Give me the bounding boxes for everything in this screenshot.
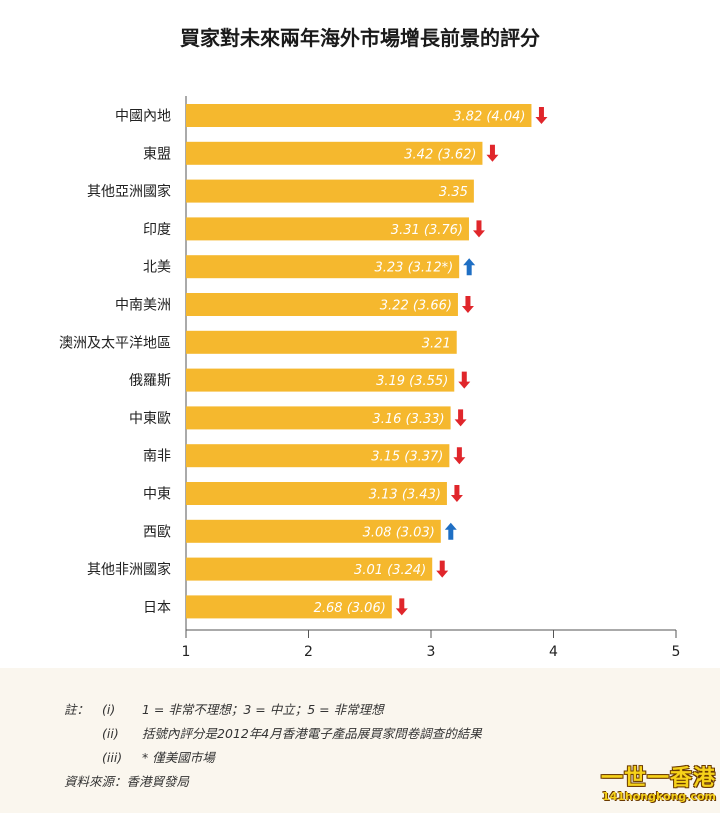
bar-row-4 [186, 217, 469, 241]
category-label-row-2: 東盟 [143, 146, 171, 162]
down-arrow-icon-row-14 [395, 598, 408, 616]
data-label-row-10: 3.15 (3.37) [371, 450, 443, 465]
category-label-row-10: 南非 [143, 449, 171, 465]
data-label-row-2: 3.42 (3.62) [404, 147, 476, 162]
down-arrow-icon-row-4 [472, 220, 485, 238]
x-tick-label-5: 5 [672, 644, 681, 660]
data-label-row-13: 3.01 (3.24) [354, 563, 426, 578]
note-text-2: 括號內評分是2012年4月香港電子產品展買家問卷調查的結果 [142, 726, 482, 741]
bar-row-3 [186, 179, 474, 203]
bar-row-2 [186, 141, 483, 165]
note-text-3: * 僅美國市場 [142, 750, 215, 765]
up-arrow-icon-row-12 [444, 522, 457, 540]
bar-row-1 [186, 104, 532, 127]
category-label-row-5: 北美 [143, 260, 171, 276]
bar-row-6 [186, 293, 458, 316]
category-label-row-14: 日本 [143, 600, 171, 616]
category-label-row-11: 中東 [143, 487, 171, 503]
category-label-row-13: 其他非洲國家 [87, 561, 171, 578]
category-label-row-9: 中東歐 [129, 411, 171, 427]
category-label-row-1: 中國內地 [115, 109, 171, 125]
watermark-url: 141hongkong.com [601, 790, 716, 803]
data-label-row-11: 3.13 (3.43) [369, 488, 441, 503]
down-arrow-icon-row-9 [454, 409, 467, 427]
footer-notes-panel [0, 668, 720, 813]
bar-row-5 [186, 255, 460, 279]
bar-row-8 [186, 368, 455, 392]
note-row-3: (iii) * 僅美國市場 [64, 746, 482, 770]
bar-row-10 [186, 444, 450, 468]
bar-chart: 中國內地 3.82 (4.04) 東盟 3.42 (3.62) 其他亞洲國家 3.35 印度… [59, 96, 681, 660]
category-label-row-6: 中南美洲 [115, 298, 171, 314]
note-num-1: (i) [102, 702, 116, 717]
up-arrow-icon-row-5 [463, 258, 476, 276]
bar-row-13 [186, 557, 433, 581]
bar-row-9 [186, 406, 451, 430]
watermark-logo: 一世一香港 141hongkong.com [592, 768, 716, 808]
data-label-row-3: 3.35 [439, 185, 468, 200]
x-tick-label-4: 4 [549, 644, 558, 660]
notes: 註： (i) 1 = 非常不理想；3 = 中立；5 = 非常理想 (ii) 括號內評分… [64, 698, 482, 794]
data-label-row-1: 3.82 (4.04) [453, 110, 525, 125]
data-label-row-5: 3.23 (3.12*) [375, 261, 454, 276]
data-label-row-4: 3.31 (3.76) [391, 223, 463, 238]
bar-row-12 [186, 519, 441, 543]
x-tick-label-3: 3 [427, 644, 436, 660]
note-row-2: (ii) 括號內評分是2012年4月香港電子產品展買家問卷調查的結果 [64, 722, 482, 746]
category-label-row-3: 其他亞洲國家 [87, 183, 171, 200]
down-arrow-icon-row-6 [461, 296, 474, 313]
data-label-row-7: 3.21 [422, 336, 451, 351]
note-row-1: 註： (i) 1 = 非常不理想；3 = 中立；5 = 非常理想 [64, 698, 482, 722]
notes-prefix: 註： [64, 702, 90, 717]
down-arrow-icon-row-11 [450, 485, 463, 502]
x-tick-label-1: 1 [182, 644, 191, 660]
data-label-row-6: 3.22 (3.66) [380, 299, 452, 314]
note-num-2: (ii) [102, 726, 119, 741]
source-line: 資料來源：香港貿發局 [64, 774, 190, 789]
down-arrow-icon-row-2 [486, 144, 499, 162]
category-label-row-8: 俄羅斯 [129, 373, 171, 389]
data-label-row-8: 3.19 (3.55) [376, 374, 448, 389]
down-arrow-icon-row-8 [458, 371, 471, 389]
note-text-1: 1 = 非常不理想；3 = 中立；5 = 非常理想 [142, 702, 384, 717]
category-label-row-4: 印度 [143, 222, 171, 238]
down-arrow-icon-row-10 [453, 447, 466, 465]
data-label-row-14: 2.68 (3.06) [314, 601, 386, 616]
chart-title: 買家對未來兩年海外市場增長前景的評分 [180, 26, 540, 50]
bar-row-14 [186, 595, 392, 619]
watermark-main: 一世一香港 [600, 766, 716, 791]
bar-row-7 [186, 330, 457, 354]
bar-row-11 [186, 482, 447, 505]
category-label-row-7: 澳洲及太平洋地區 [59, 335, 171, 351]
note-num-3: (iii) [102, 750, 123, 765]
down-arrow-icon-row-13 [436, 560, 449, 578]
down-arrow-icon-row-1 [535, 107, 548, 124]
data-label-row-9: 3.16 (3.33) [372, 412, 444, 427]
category-label-row-12: 西歐 [143, 524, 171, 540]
data-label-row-12: 3.08 (3.03) [363, 525, 435, 540]
x-tick-label-2: 2 [304, 644, 313, 660]
